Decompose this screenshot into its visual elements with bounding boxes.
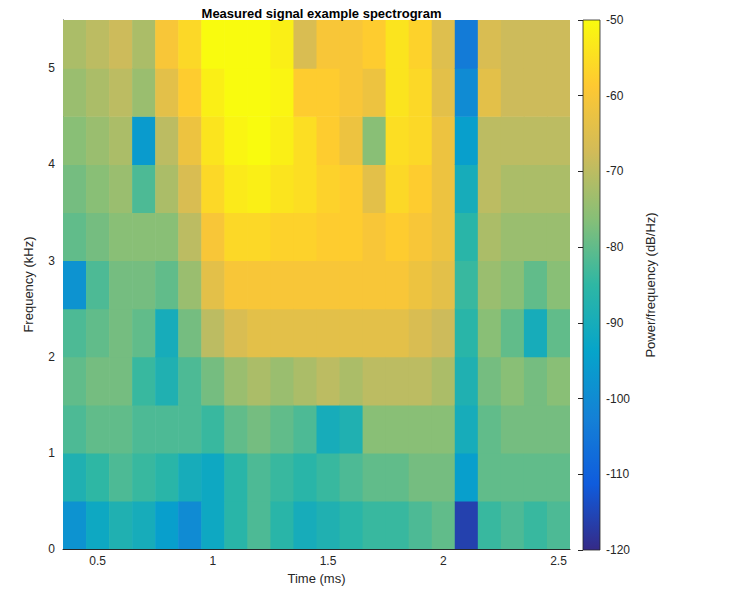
svg-text:-70: -70	[606, 164, 624, 178]
svg-text:-110: -110	[606, 467, 629, 481]
svg-text:-50: -50	[606, 13, 624, 27]
svg-text:4: 4	[48, 157, 55, 171]
svg-text:Measured signal example spectr: Measured signal example spectrogram	[202, 6, 442, 21]
svg-text:Frequency (kHz): Frequency (kHz)	[21, 237, 36, 333]
svg-text:-60: -60	[606, 89, 624, 103]
svg-text:2: 2	[440, 554, 447, 568]
svg-text:-80: -80	[606, 240, 624, 254]
svg-text:0: 0	[48, 542, 55, 556]
svg-text:2: 2	[48, 350, 55, 364]
svg-text:1: 1	[209, 554, 216, 568]
svg-text:Time (ms): Time (ms)	[287, 571, 345, 586]
svg-text:2.5: 2.5	[550, 554, 567, 568]
svg-text:5: 5	[48, 61, 55, 75]
svg-text:-90: -90	[606, 316, 624, 330]
svg-text:1.5: 1.5	[320, 554, 337, 568]
svg-text:3: 3	[48, 254, 55, 268]
svg-text:-100: -100	[606, 392, 630, 406]
svg-text:0.5: 0.5	[89, 554, 106, 568]
svg-text:Power/frequency (dB/Hz): Power/frequency (dB/Hz)	[643, 212, 658, 357]
svg-text:1: 1	[48, 446, 55, 460]
svg-text:-120: -120	[606, 543, 630, 557]
